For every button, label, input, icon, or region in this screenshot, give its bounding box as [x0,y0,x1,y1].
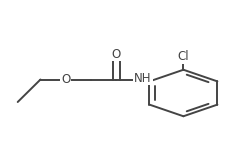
Text: O: O [61,73,70,86]
Text: NH: NH [134,72,151,84]
Text: O: O [111,48,120,60]
Text: Cl: Cl [177,50,188,63]
